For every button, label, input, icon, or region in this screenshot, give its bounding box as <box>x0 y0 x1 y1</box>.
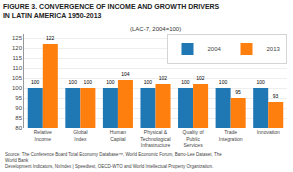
svg-text:100: 100 <box>181 79 190 85</box>
svg-text:Source: The Conference Board T: Source: The Conference Board Total Econo… <box>5 152 222 169</box>
svg-text:95: 95 <box>235 89 241 95</box>
svg-text:RelativeIncome: RelativeIncome <box>34 129 52 142</box>
svg-text:90: 90 <box>15 105 22 111</box>
svg-text:Physical &TechnologicalInfrast: Physical &TechnologicalInfrastructure <box>140 129 170 148</box>
svg-text:80: 80 <box>15 125 22 131</box>
svg-text:100: 100 <box>106 79 115 85</box>
svg-text:2004: 2004 <box>208 46 222 52</box>
svg-text:HumanCapital: HumanCapital <box>110 129 126 142</box>
svg-text:93: 93 <box>273 93 279 99</box>
svg-text:100: 100 <box>12 85 23 91</box>
svg-text:100: 100 <box>84 79 93 85</box>
svg-text:Innovation: Innovation <box>257 129 280 135</box>
svg-text:120: 120 <box>12 45 23 51</box>
svg-text:TradeIntegration: TradeIntegration <box>219 129 243 142</box>
svg-text:100: 100 <box>31 79 40 85</box>
svg-text:125: 125 <box>12 35 23 41</box>
svg-text:122: 122 <box>46 35 55 41</box>
svg-text:110: 110 <box>12 65 22 71</box>
svg-text:100: 100 <box>144 79 153 85</box>
svg-text:100: 100 <box>219 79 228 85</box>
svg-text:102: 102 <box>196 75 205 81</box>
svg-text:85: 85 <box>15 115 22 121</box>
svg-text:2013: 2013 <box>267 46 281 52</box>
svg-text:105: 105 <box>12 75 23 81</box>
svg-text:104: 104 <box>121 71 130 77</box>
svg-text:95: 95 <box>15 95 22 101</box>
svg-text:FIGURE 3. CONVERGENCE OF INCOM: FIGURE 3. CONVERGENCE OF INCOME AND GROW… <box>3 3 220 19</box>
svg-text:115: 115 <box>12 55 22 61</box>
svg-text:102: 102 <box>159 75 168 81</box>
svg-text:(LAC-7, 2004=100): (LAC-7, 2004=100) <box>130 26 181 32</box>
svg-text:Quality ofPublicServices: Quality ofPublicServices <box>183 129 205 148</box>
svg-text:100: 100 <box>256 79 265 85</box>
svg-text:GlobalIndex: GlobalIndex <box>73 129 87 142</box>
svg-text:100: 100 <box>69 79 78 85</box>
